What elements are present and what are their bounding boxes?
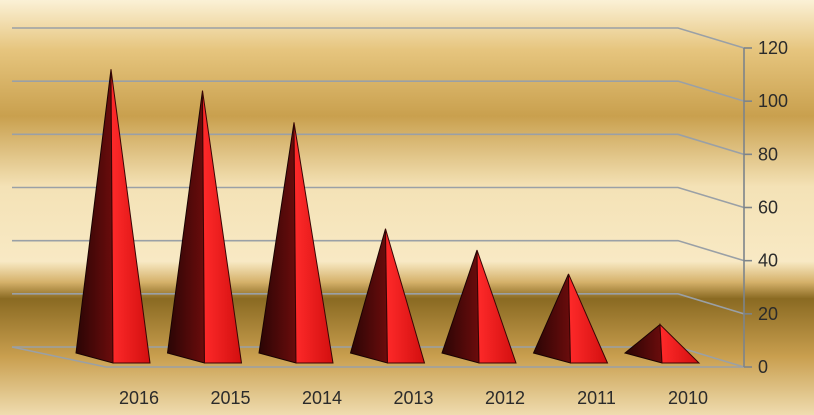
pyramid-right-face	[202, 90, 243, 364]
x-axis-labels: 2016 2015 2014 2013 2012 2011 2010	[119, 388, 708, 408]
x-tick-label-2014: 2014	[302, 388, 342, 408]
y-axis: 0 20 40 60 80 100 120	[743, 38, 788, 377]
x-tick-label-2015: 2015	[210, 388, 250, 408]
pyramid-2012	[441, 249, 517, 364]
pyramid-right-face	[659, 323, 701, 364]
floor-edge	[11, 346, 107, 368]
y-tick-label: 60	[758, 198, 778, 218]
gridline-80	[12, 133, 745, 156]
x-tick-label-2016: 2016	[119, 388, 159, 408]
pyramid-right-face	[293, 122, 334, 364]
y-tick-label: 40	[758, 251, 778, 271]
gridline-100	[12, 80, 745, 102]
pyramid-right-face	[568, 273, 609, 364]
y-tick-label: 120	[758, 38, 788, 58]
x-tick-label-2012: 2012	[485, 388, 525, 408]
gridline-40	[12, 239, 745, 262]
pyramid-2014	[258, 122, 334, 364]
x-tick-label-2013: 2013	[393, 388, 433, 408]
pyramid-2011	[532, 273, 609, 364]
pyramid-right-face	[110, 69, 151, 364]
x-tick-label-2011: 2011	[577, 388, 616, 408]
gridline-120	[12, 27, 745, 49]
y-tick-label: 80	[758, 144, 778, 164]
gridline-20	[12, 293, 745, 315]
pyramid-right-face	[385, 228, 426, 364]
pyramid-2010	[623, 323, 701, 364]
y-tick-label: 20	[758, 304, 778, 324]
gridline-60	[12, 186, 745, 209]
pyramids	[75, 69, 701, 364]
pyramid-2013	[349, 228, 426, 364]
y-tick-label: 0	[758, 357, 768, 377]
y-tick-label: 100	[758, 91, 788, 111]
pyramid-2015	[166, 90, 243, 364]
pyramid-right-face	[476, 249, 517, 364]
x-tick-label-2010: 2010	[668, 388, 708, 408]
pyramid-2016	[75, 69, 151, 364]
